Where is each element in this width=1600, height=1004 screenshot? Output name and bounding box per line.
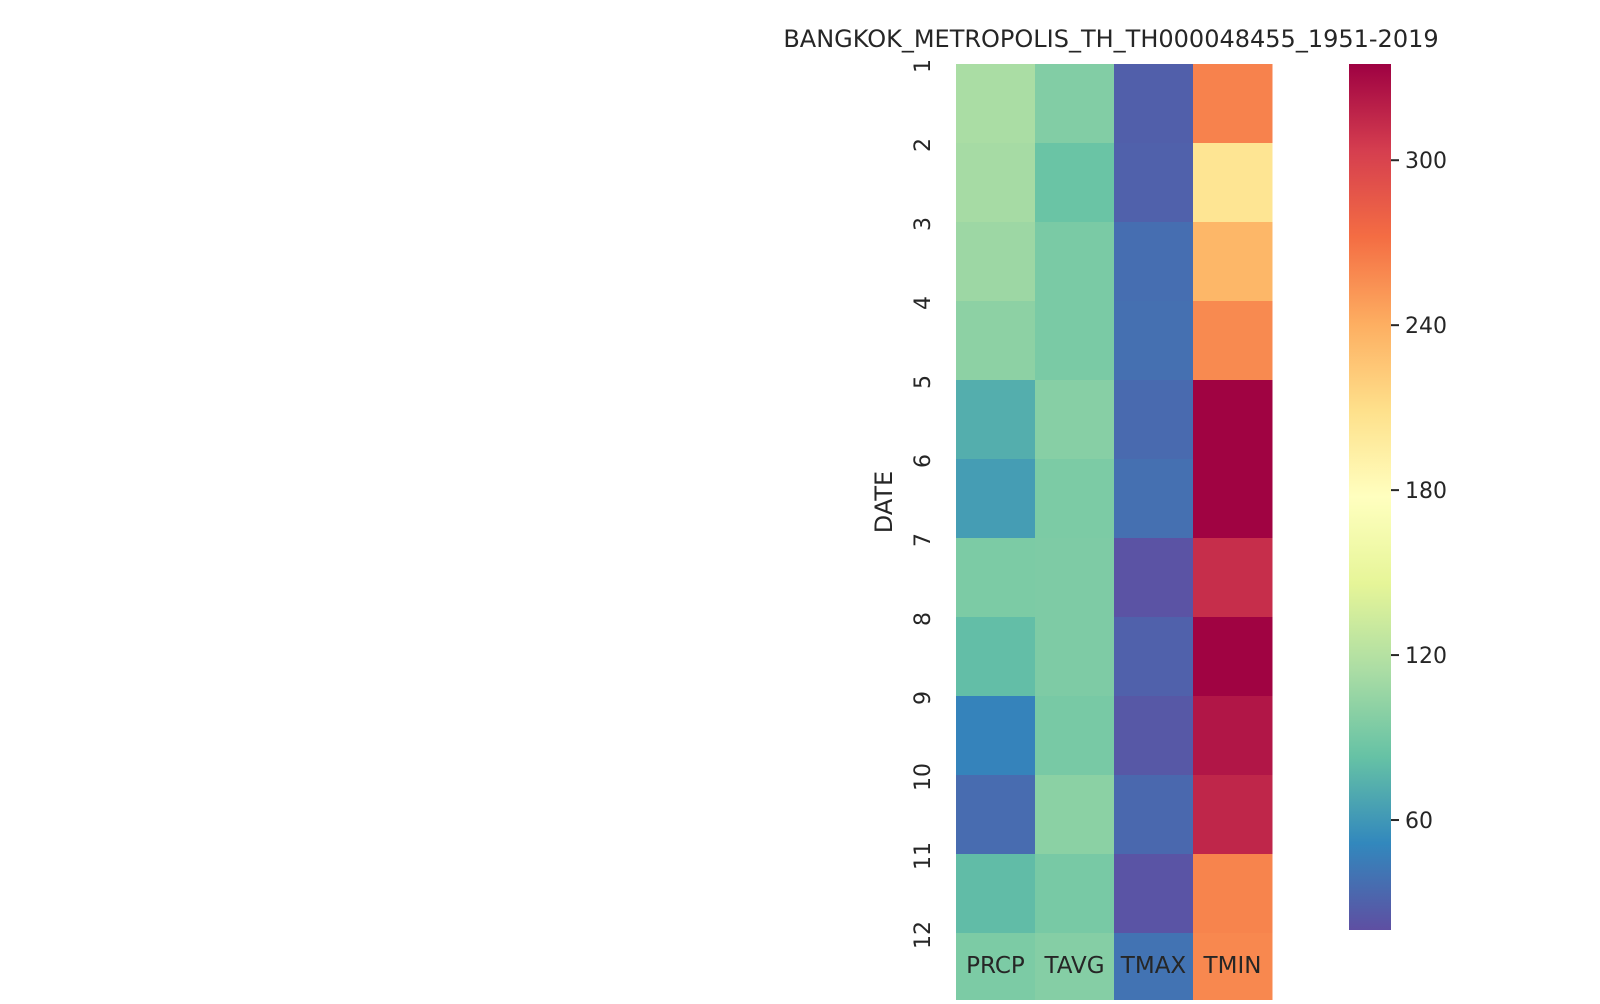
column-tick-label-tmin: TMIN <box>1203 953 1262 979</box>
heatmap-cell-1-tavg <box>1035 64 1115 144</box>
colorbar-tick-label: 180 <box>1405 479 1447 504</box>
heatmap-cell-3-tmin <box>1193 222 1273 302</box>
heatmap-cell-1-tmax <box>1114 64 1194 144</box>
heatmap-cell-10-tmin <box>1193 775 1273 855</box>
row-tick-label: 7 <box>911 533 936 547</box>
heatmap-cell-5-tmax <box>1114 380 1194 460</box>
heatmap-cell-9-prcp <box>956 696 1036 776</box>
column-tick-label-tmax: TMAX <box>1120 953 1187 979</box>
heatmap-cell-8-tmax <box>1114 617 1194 697</box>
heatmap-cell-9-tmin <box>1193 696 1273 776</box>
heatmap-cell-6-tmin <box>1193 459 1273 539</box>
row-tick-label: 8 <box>911 612 936 626</box>
colorbar-tick-labels: 60 120 180 240 300 <box>1391 149 1447 834</box>
row-tick-label: 2 <box>911 138 936 152</box>
heatmap-cell-10-tmax <box>1114 775 1194 855</box>
row-tick-label: 10 <box>911 763 936 791</box>
heatmap-cell-7-prcp <box>956 538 1036 618</box>
column-tick-label-tavg: TAVG <box>1043 953 1104 979</box>
heatmap-cell-11-prcp <box>956 854 1036 934</box>
heatmap-cell-11-tmax <box>1114 854 1194 934</box>
heatmap-cell-11-tmin <box>1193 854 1273 934</box>
heatmap-cell-7-tmin <box>1193 538 1273 618</box>
heatmap-cell-12-tavg <box>1035 933 1115 1004</box>
y-axis-label: DATE <box>870 471 898 533</box>
heatmap-cell-12-tmax <box>1114 933 1194 1004</box>
heatmap-cell-7-tmax <box>1114 538 1194 618</box>
heatmap-cell-7-tavg <box>1035 538 1115 618</box>
chart-title: BANGKOK_METROPOLIS_TH_TH000048455_1951-2… <box>783 25 1438 53</box>
row-tick-label: 11 <box>911 842 936 870</box>
row-tick-label: 9 <box>911 691 936 705</box>
row-tick-label: 6 <box>911 454 936 468</box>
heatmap-cell-5-tavg <box>1035 380 1115 460</box>
heatmap-cell-8-tmin <box>1193 617 1273 697</box>
heatmap-cell-6-tmax <box>1114 459 1194 539</box>
heatmap-cell-12-tmin <box>1193 933 1273 1004</box>
heatmap-cell-2-prcp <box>956 143 1036 223</box>
colorbar <box>1349 64 1391 930</box>
heatmap-cell-5-prcp <box>956 380 1036 460</box>
heatmap-cell-6-prcp <box>956 459 1036 539</box>
heatmap-cell-6-tavg <box>1035 459 1115 539</box>
heatmap-cell-2-tmax <box>1114 143 1194 223</box>
heatmap-cell-8-prcp <box>956 617 1036 697</box>
row-tick-label: 5 <box>911 375 936 389</box>
heatmap-cell-2-tmin <box>1193 143 1273 223</box>
heatmap-cell-2-tavg <box>1035 143 1115 223</box>
colorbar-tick-label: 300 <box>1405 149 1447 174</box>
heatmap-cell-1-prcp <box>956 64 1036 144</box>
heatmap-cell-3-prcp <box>956 222 1036 302</box>
heatmap-cell-3-tmax <box>1114 222 1194 302</box>
heatmap-cell-4-tmin <box>1193 301 1273 381</box>
heatmap-cell-9-tmax <box>1114 696 1194 776</box>
row-tick-label: 3 <box>911 217 936 231</box>
colorbar-tick-label: 240 <box>1405 314 1447 339</box>
heatmap-cell-10-tavg <box>1035 775 1115 855</box>
heatmap-cell-12-prcp <box>956 933 1036 1004</box>
heatmap-cells <box>956 64 1273 1004</box>
heatmap-cell-4-tavg <box>1035 301 1115 381</box>
heatmap-cell-11-tavg <box>1035 854 1115 934</box>
heatmap-cell-10-prcp <box>956 775 1036 855</box>
heatmap-cell-9-tavg <box>1035 696 1115 776</box>
heatmap-cell-3-tavg <box>1035 222 1115 302</box>
row-tick-label: 1 <box>911 59 936 73</box>
row-tick-label: 12 <box>911 921 936 949</box>
colorbar-tick-label: 60 <box>1405 809 1433 834</box>
heatmap-cell-5-tmin <box>1193 380 1273 460</box>
column-tick-labels: PRCP TAVG TMAX TMIN <box>966 953 1261 979</box>
heatmap-cell-1-tmin <box>1193 64 1273 144</box>
row-tick-label: 4 <box>911 296 936 310</box>
heatmap-cell-4-tmax <box>1114 301 1194 381</box>
heatmap-cell-8-tavg <box>1035 617 1115 697</box>
heatmap-cell-4-prcp <box>956 301 1036 381</box>
colorbar-tick-label: 120 <box>1405 644 1447 669</box>
column-tick-label-prcp: PRCP <box>966 953 1025 979</box>
